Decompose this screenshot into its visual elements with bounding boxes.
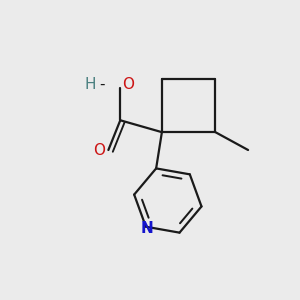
Text: O: O [94,142,106,158]
Text: H: H [85,77,96,92]
Text: O: O [122,77,134,92]
Text: N: N [141,221,154,236]
Text: -: - [100,77,105,92]
